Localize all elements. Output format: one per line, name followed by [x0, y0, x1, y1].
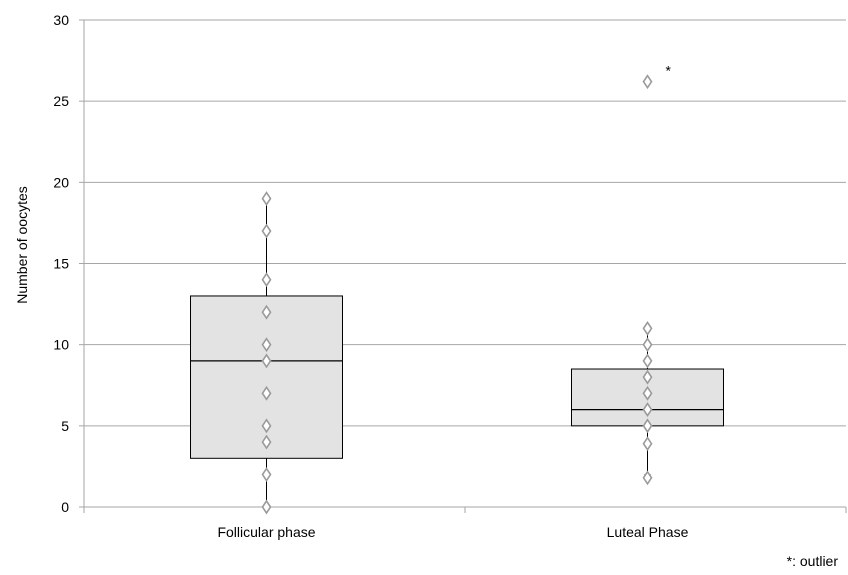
y-tick-label: 0	[61, 499, 69, 515]
data-point-diamond	[261, 418, 272, 434]
data-point-diamond	[261, 223, 272, 239]
data-point-diamond	[261, 272, 272, 288]
box-iqr	[190, 295, 343, 459]
axes	[79, 19, 847, 513]
data-point-diamond	[261, 191, 272, 207]
outlier-marker: *	[666, 63, 672, 79]
data-point-diamond	[261, 337, 272, 353]
outlier-footnote: *: outlier	[786, 553, 838, 569]
data-point-diamond	[642, 402, 653, 418]
x-tick-label: Follicular phase	[217, 524, 315, 540]
data-point-diamond	[261, 434, 272, 450]
y-tick-label: 15	[53, 256, 69, 272]
y-tick-label: 30	[53, 12, 69, 28]
y-tick-label: 5	[61, 418, 69, 434]
y-tick-label: 10	[53, 337, 69, 353]
labels: 0 5 10 15 20 25 30 Follicular phase Luteal Phase…	[53, 12, 688, 540]
x-tick-label: Luteal Phase	[607, 524, 689, 540]
data-point-diamond	[642, 470, 653, 486]
boxes	[190, 198, 724, 508]
data-point-diamond	[261, 467, 272, 482]
y-tick-label: 25	[53, 93, 69, 109]
data-point-diamond	[261, 353, 272, 369]
data-point-diamond	[642, 337, 653, 353]
data-point-diamond	[642, 418, 653, 434]
data-point-diamond	[642, 320, 653, 336]
y-tick-label: 20	[53, 174, 69, 190]
data-point-diamond	[261, 499, 272, 515]
data-point-diamond	[261, 385, 272, 401]
data-point-diamond	[642, 369, 653, 385]
data-point-diamond	[642, 436, 653, 452]
data-point-diamond	[642, 385, 653, 401]
data-point-diamond	[642, 74, 653, 90]
data-point-diamond	[261, 304, 272, 320]
y-axis-title: Number of oocytes	[14, 186, 30, 304]
data-point-diamond	[642, 353, 653, 369]
data-points	[261, 74, 653, 515]
